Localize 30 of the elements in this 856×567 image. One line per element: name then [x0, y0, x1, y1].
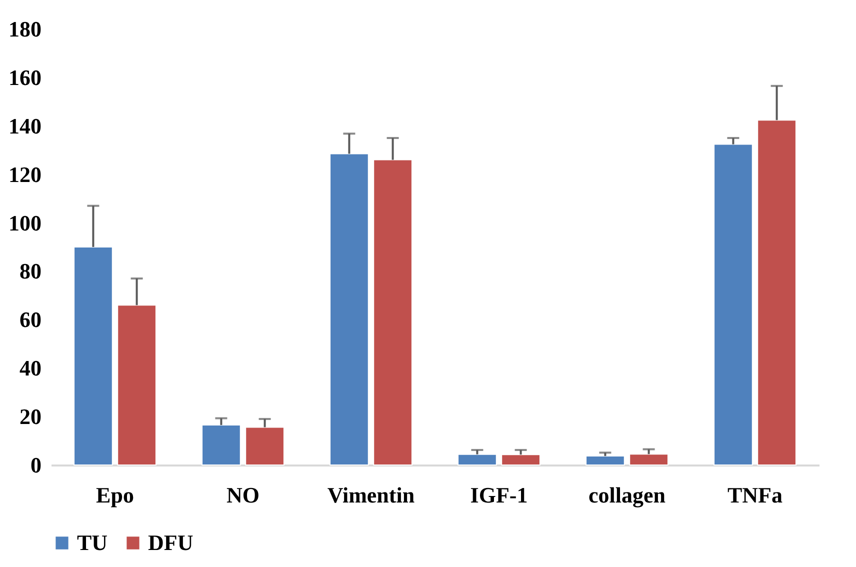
legend-label: TU: [77, 530, 108, 555]
y-tick-label: 20: [20, 404, 42, 430]
bar: [629, 454, 668, 466]
x-tick-label: Epo: [96, 482, 134, 508]
bar: [501, 454, 540, 466]
y-tick-label: 40: [20, 356, 42, 381]
bar: [245, 426, 284, 466]
bar: [458, 454, 497, 466]
y-tick-label: 60: [20, 307, 42, 332]
x-tick-label: IGF-1: [470, 482, 528, 508]
y-tick-label: 100: [8, 210, 42, 236]
bar: [117, 304, 156, 466]
x-tick-label: Vimentin: [327, 482, 415, 508]
x-tick-label: NO: [226, 482, 260, 508]
bar: [74, 246, 113, 466]
x-tick-label: collagen: [588, 482, 666, 508]
legend-label: DFU: [148, 530, 194, 555]
y-tick-label: 140: [8, 113, 42, 138]
bar: [714, 144, 753, 466]
bar: [202, 424, 241, 466]
y-tick-label: 120: [8, 162, 42, 187]
y-tick-label: 160: [8, 64, 42, 90]
y-tick-label: 0: [30, 452, 42, 478]
bar: [757, 120, 796, 466]
y-tick-label: 80: [20, 258, 42, 284]
y-tick-label: 180: [8, 16, 42, 42]
bar: [330, 153, 369, 466]
x-tick-label: TNFa: [728, 482, 782, 508]
bar: [373, 159, 412, 466]
bar: [586, 456, 625, 466]
